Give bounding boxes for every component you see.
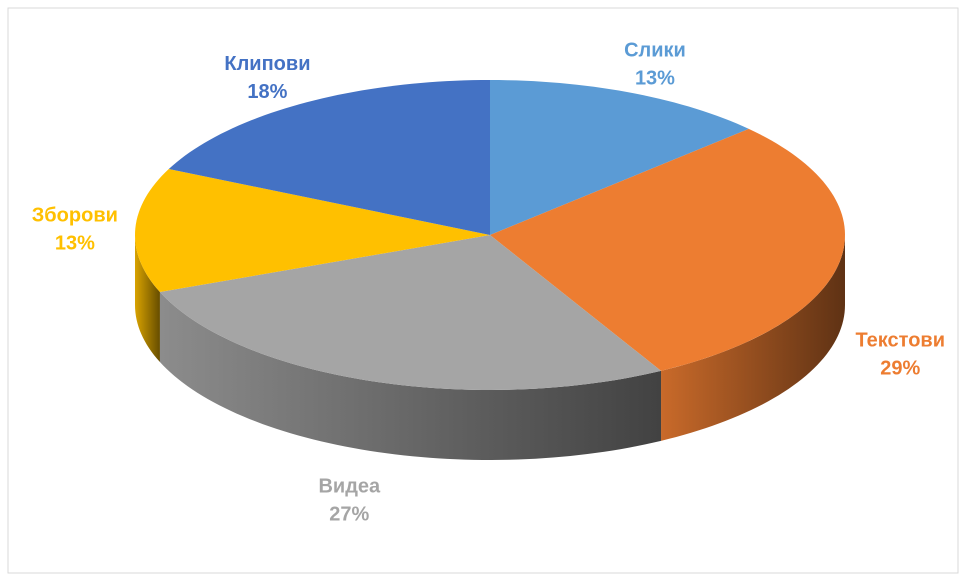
slice-side	[661, 235, 845, 441]
slice	[135, 169, 490, 293]
category-label: Текстови	[855, 329, 945, 351]
value-label: 13%	[635, 68, 675, 90]
category-label: Слики	[624, 40, 686, 62]
category-label: Видеа	[318, 475, 381, 497]
value-label: 29%	[880, 357, 920, 379]
value-label: 18%	[247, 81, 287, 103]
slice	[159, 235, 662, 390]
category-label: Клипови	[224, 53, 310, 75]
slice-side	[135, 235, 160, 363]
slice	[168, 80, 491, 235]
slice	[490, 80, 749, 235]
category-label: Зборови	[32, 204, 118, 226]
value-label: 27%	[329, 503, 369, 525]
slice	[490, 128, 845, 371]
value-label: 13%	[55, 232, 95, 254]
slice-side	[159, 292, 662, 460]
